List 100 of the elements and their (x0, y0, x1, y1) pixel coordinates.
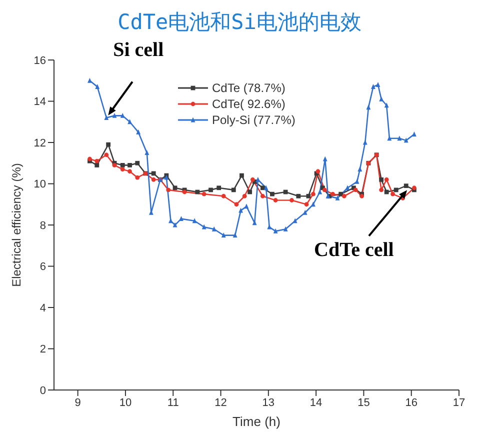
legend-label: CdTe (78.7%) (212, 81, 286, 95)
point (412, 131, 416, 136)
point (318, 189, 322, 194)
point (270, 192, 274, 196)
point (302, 210, 308, 215)
point (144, 150, 150, 156)
point (260, 186, 265, 190)
point (120, 162, 125, 168)
point (128, 162, 132, 168)
point (112, 112, 117, 118)
point (166, 188, 171, 192)
point (330, 192, 335, 196)
point (244, 204, 249, 209)
point (248, 190, 252, 194)
chart-title: CdTe电池和Si电池的电效 (116, 9, 362, 36)
point (195, 190, 200, 194)
x-tick-label: 14 (310, 396, 322, 409)
x-tick-label: 9 (74, 396, 81, 409)
point (120, 167, 125, 172)
point (379, 177, 384, 182)
y-tick-label: 0 (40, 384, 46, 397)
point (240, 173, 244, 178)
point (273, 198, 278, 202)
point (172, 222, 178, 228)
point (387, 136, 392, 141)
y-tick-label: 8 (40, 220, 46, 232)
point (151, 171, 156, 176)
point (260, 194, 265, 198)
y-tick-label: 14 (34, 96, 46, 108)
point (267, 224, 272, 230)
point (94, 158, 100, 164)
legend-label: CdTe( 92.6%) (212, 97, 286, 111)
y-tick-label: 4 (40, 302, 46, 314)
point (151, 177, 156, 182)
point (221, 194, 226, 198)
point (306, 194, 311, 198)
point (304, 202, 309, 207)
point (135, 160, 140, 166)
point (202, 192, 206, 196)
point (212, 226, 216, 232)
point (384, 102, 389, 108)
point (128, 119, 132, 124)
y-tick-label: 2 (40, 344, 46, 356)
point (120, 112, 125, 118)
y-tick-label: 10 (34, 178, 46, 191)
point (283, 190, 288, 194)
point (379, 188, 384, 192)
point (95, 84, 100, 90)
point (384, 177, 389, 182)
point (311, 192, 316, 196)
point (322, 156, 328, 162)
point (179, 216, 184, 222)
point (192, 218, 197, 224)
annotation: Si cell (113, 38, 164, 61)
point (311, 202, 316, 207)
annotation: CdTe cell (314, 238, 394, 261)
point (366, 104, 371, 110)
point (136, 129, 141, 134)
point (221, 232, 226, 238)
point (94, 162, 100, 168)
point (283, 226, 288, 232)
point (250, 177, 255, 182)
point (404, 138, 408, 143)
point (390, 192, 395, 196)
point (172, 186, 178, 190)
point (290, 198, 294, 202)
x-tick-label: 12 (214, 396, 227, 409)
point (404, 184, 408, 188)
x-axis-title: Time (h) (232, 414, 280, 429)
point (242, 194, 247, 198)
point (397, 136, 402, 141)
point (256, 176, 260, 182)
point (335, 195, 340, 200)
point (135, 175, 140, 180)
point (88, 78, 92, 83)
point (216, 186, 222, 190)
point (104, 114, 109, 120)
point (371, 84, 376, 90)
point (338, 192, 344, 196)
point (104, 152, 109, 158)
point (232, 232, 238, 238)
point (202, 224, 206, 230)
point (273, 228, 278, 234)
point (376, 82, 380, 87)
point (394, 188, 398, 192)
point (234, 202, 239, 207)
y-tick-label: 16 (34, 54, 46, 67)
point (379, 96, 384, 102)
point (345, 185, 350, 190)
point (358, 166, 362, 172)
x-tick-label: 15 (358, 396, 370, 409)
point (384, 190, 389, 194)
point (106, 142, 111, 147)
x-tick-label: 10 (119, 396, 132, 409)
x-tick-label: 17 (452, 396, 466, 409)
point (264, 185, 268, 190)
y-tick-label: 6 (40, 261, 46, 274)
point (362, 140, 368, 145)
point (168, 218, 173, 224)
point (292, 218, 298, 224)
